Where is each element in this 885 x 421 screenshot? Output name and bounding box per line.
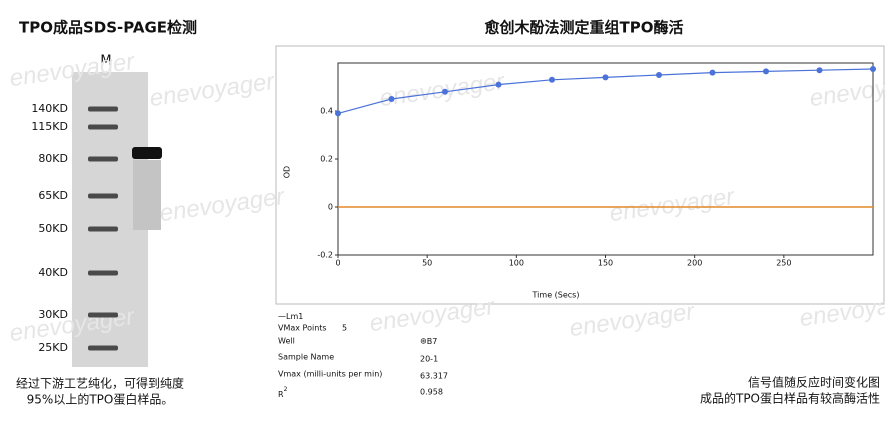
x-tick-label: 150	[598, 259, 613, 268]
watermark: enevoyager	[608, 183, 737, 227]
info-value: B7	[427, 337, 438, 346]
watermark: enevoyager	[148, 68, 277, 112]
data-point	[495, 81, 502, 88]
marker-band	[88, 270, 118, 276]
marker-label: 65KD	[38, 189, 68, 202]
marker-label: 115KD	[31, 120, 68, 133]
y-tick-label: 0.2	[320, 155, 333, 164]
sample-smear	[133, 160, 161, 230]
info-value: ⊛B7	[420, 337, 437, 346]
data-point	[602, 74, 609, 81]
lane-label: M	[100, 54, 111, 69]
data-point	[388, 96, 395, 102]
marker-band	[88, 124, 118, 130]
data-point	[870, 66, 876, 72]
marker-band	[88, 226, 118, 232]
gel-title: TPO成品SDS-PAGE检测	[19, 19, 197, 37]
data-point	[549, 76, 555, 83]
y-tick-label: 0	[328, 203, 333, 212]
marker-band	[88, 156, 118, 162]
data-point	[709, 69, 716, 76]
marker-band	[88, 193, 118, 199]
marker-band	[88, 106, 118, 112]
watermark: enevoyager	[368, 293, 497, 337]
legend-entry: —Lm1	[278, 312, 303, 321]
marker-label: 30KD	[38, 308, 68, 321]
marker-band	[88, 312, 118, 318]
data-point	[816, 67, 823, 74]
x-axis-label: Time (Secs)	[532, 291, 580, 300]
data-point	[763, 68, 769, 75]
legend-name: Lm1	[286, 312, 303, 321]
x-tick-label: 50	[422, 259, 432, 268]
x-tick-label: 200	[687, 259, 702, 268]
marker-label: 25KD	[38, 341, 68, 354]
watermark: enevoyager	[798, 288, 885, 332]
info-label: Sample Name	[278, 353, 334, 362]
marker-label: 140KD	[31, 102, 68, 115]
info-label: Vmax (milli-units per min)	[278, 370, 382, 379]
marker-label: 40KD	[38, 266, 68, 279]
info-value: 0.958	[420, 388, 443, 397]
gel-caption: 95%以上的TPO蛋白样品。	[27, 392, 174, 407]
info-label: R	[278, 390, 284, 399]
info-value: 20-1	[420, 355, 438, 364]
info-label: R2	[278, 386, 288, 399]
info-value: 5	[342, 324, 347, 333]
chart-caption: 信号值随反应时间变化图	[748, 375, 880, 390]
watermark: enevoyager	[158, 183, 287, 227]
chart-frame	[275, 45, 885, 305]
data-point	[335, 110, 341, 117]
chart-caption: 成品的TPO蛋白样品有较高酶活性	[700, 391, 880, 406]
marker-band	[88, 345, 118, 351]
data-point	[656, 72, 662, 78]
gel-caption: 经过下游工艺纯化，可得到纯度	[16, 376, 184, 391]
x-tick-label: 0	[335, 259, 340, 268]
y-tick-label: -0.2	[317, 251, 333, 260]
info-value: 63.317	[420, 372, 448, 381]
marker-label: 50KD	[38, 222, 68, 235]
y-axis-label: OD	[283, 166, 292, 178]
x-tick-label: 250	[776, 259, 791, 268]
info: —Lm1 VMax Points 5 Well ⊛B7 Sample Name …	[278, 312, 448, 399]
watermark: enevoyager	[378, 68, 507, 112]
y-tick-label: 0.4	[320, 107, 333, 116]
chart-title: 愈创木酚法测定重组TPO酶活	[485, 19, 684, 37]
sample-band	[132, 147, 162, 159]
data-point	[442, 88, 448, 95]
superscript: 2	[284, 386, 288, 393]
info-label: Well	[278, 337, 295, 346]
info-label: VMax Points	[278, 324, 327, 333]
x-tick-label: 100	[509, 259, 524, 268]
watermark: enevoyager	[568, 298, 697, 342]
marker-label: 80KD	[38, 152, 68, 165]
